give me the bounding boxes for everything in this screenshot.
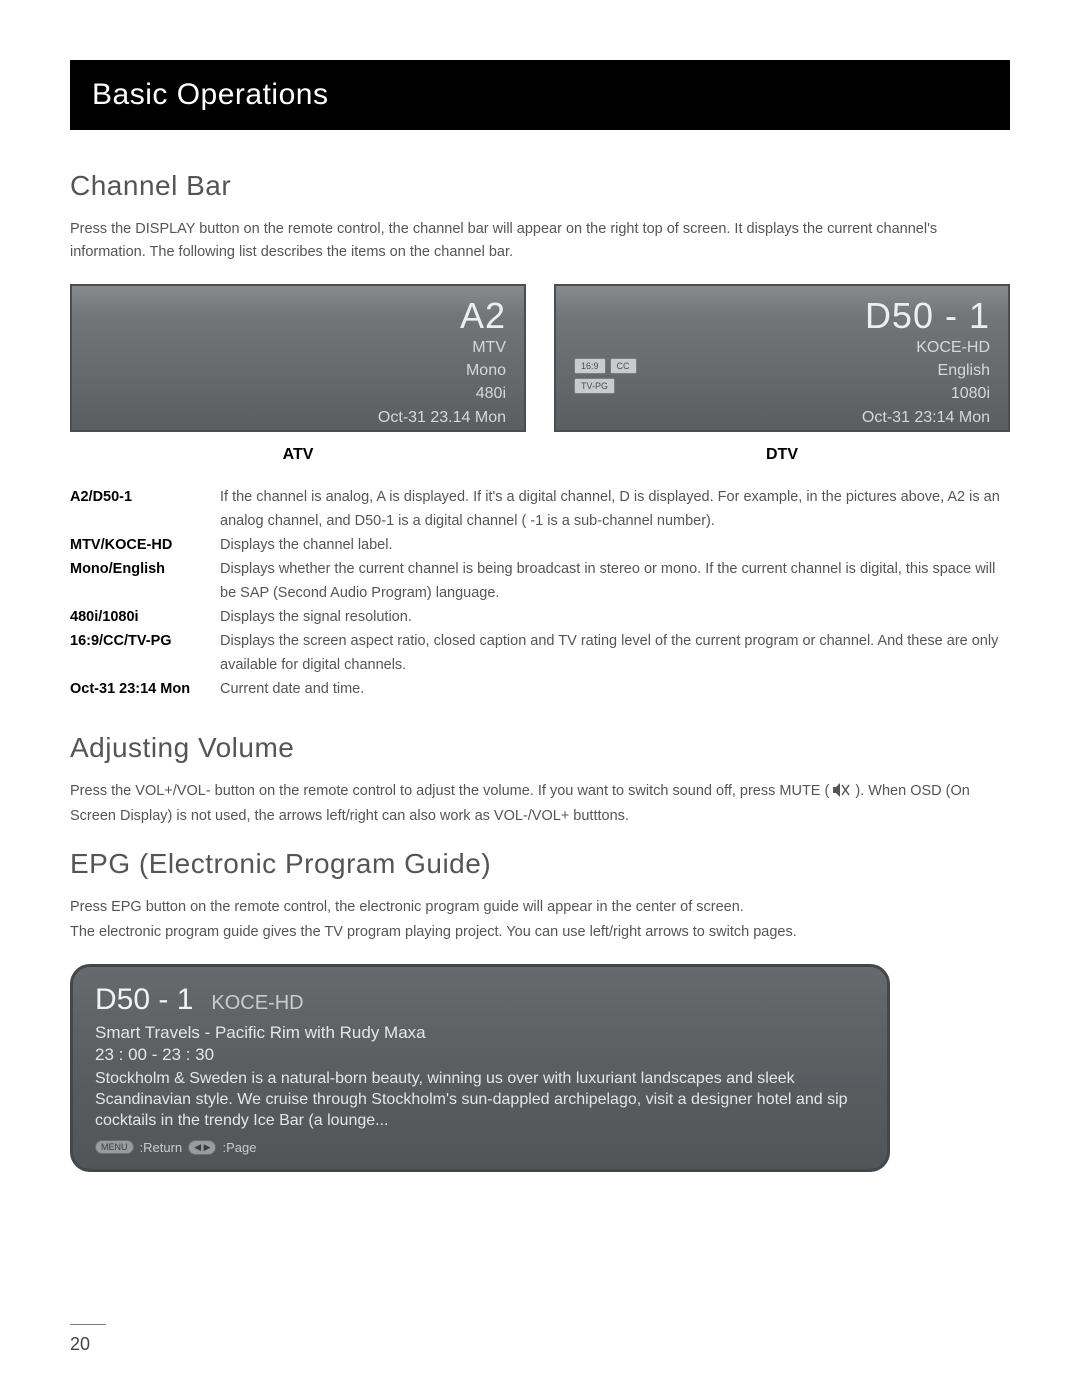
section-title-volume: Adjusting Volume [70,732,1010,764]
return-label: :Return [140,1140,183,1155]
aspect-badge: 16:9 [574,358,606,374]
dtv-datetime: Oct-31 23:14 Mon [574,406,990,429]
def-desc: Displays whether the current channel is … [220,558,1010,606]
def-desc: Displays the channel label. [220,534,1010,558]
atv-datetime: Oct-31 23.14 Mon [90,406,506,429]
atv-channel-name: MTV [90,336,506,359]
def-term: 480i/1080i [70,606,220,630]
atv-audio-mode: Mono [90,359,506,382]
dtv-channel-name: KOCE-HD [574,336,990,359]
chapter-header: Basic Operations [70,60,1010,130]
dtv-label: DTV [554,446,1010,464]
epg-program-title: Smart Travels - Pacific Rim with Rudy Ma… [95,1023,865,1043]
epg-footer: MENU :Return ◀ ▶ :Page [95,1140,865,1155]
dtv-channel-bar: 16:9 CC TV-PG D50 - 1 KOCE-HD English 10… [554,284,1010,432]
def-term: Oct-31 23:14 Mon [70,678,220,702]
mute-icon [833,782,851,805]
chapter-title: Basic Operations [92,78,328,111]
def-row: Oct-31 23:14 Mon Current date and time. [70,678,1010,702]
def-row: 480i/1080i Displays the signal resolutio… [70,606,1010,630]
section-title-channel-bar: Channel Bar [70,170,1010,202]
atv-resolution: 480i [90,382,506,405]
menu-key-icon: MENU [95,1140,134,1154]
epg-title-row: D50 - 1 KOCE-HD [95,983,865,1017]
dtv-channel-number: D50 - 1 [574,296,990,336]
def-desc: Current date and time. [220,678,1010,702]
def-desc: If the channel is analog, A is displayed… [220,486,1010,534]
atv-channel-bar: A2 MTV Mono 480i Oct-31 23.14 Mon [70,284,526,432]
atv-label: ATV [70,446,526,464]
cc-badge: CC [610,358,637,374]
rating-badge: TV-PG [574,378,615,394]
def-row: A2/D50-1 If the channel is analog, A is … [70,486,1010,534]
volume-text-a: Press the VOL+/VOL- button on the remote… [70,783,829,799]
def-desc: Displays the signal resolution. [220,606,1010,630]
page-rule [70,1324,106,1325]
section-title-epg: EPG (Electronic Program Guide) [70,848,1010,880]
epg-channel-name: KOCE-HD [211,992,303,1015]
def-row: 16:9/CC/TV-PG Displays the screen aspect… [70,630,1010,678]
dtv-badges: 16:9 CC TV-PG [574,358,637,394]
channel-bar-intro: Press the DISPLAY button on the remote c… [70,218,1010,264]
epg-intro-1: Press EPG button on the remote control, … [70,896,1010,919]
epg-panel: D50 - 1 KOCE-HD Smart Travels - Pacific … [70,964,890,1171]
page-label: :Page [222,1140,256,1155]
def-term: MTV/KOCE-HD [70,534,220,558]
def-term: Mono/English [70,558,220,606]
atv-channel-number: A2 [90,296,506,336]
channel-bar-examples: A2 MTV Mono 480i Oct-31 23.14 Mon 16:9 C… [70,284,1010,432]
page-number: 20 [70,1334,90,1355]
epg-channel-number: D50 - 1 [95,983,193,1017]
arrow-keys-icon: ◀ ▶ [188,1140,216,1155]
epg-intro-2: The electronic program guide gives the T… [70,921,1010,944]
epg-program-time: 23 : 00 - 23 : 30 [95,1045,865,1065]
def-desc: Displays the screen aspect ratio, closed… [220,630,1010,678]
def-row: MTV/KOCE-HD Displays the channel label. [70,534,1010,558]
epg-program-description: Stockholm & Sweden is a natural-born bea… [95,1069,865,1131]
adjusting-volume-text: Press the VOL+/VOL- button on the remote… [70,780,1010,828]
def-row: Mono/English Displays whether the curren… [70,558,1010,606]
channel-bar-labels: ATV DTV [70,446,1010,464]
def-term: 16:9/CC/TV-PG [70,630,220,678]
channel-bar-definitions: A2/D50-1 If the channel is analog, A is … [70,486,1010,701]
def-term: A2/D50-1 [70,486,220,534]
